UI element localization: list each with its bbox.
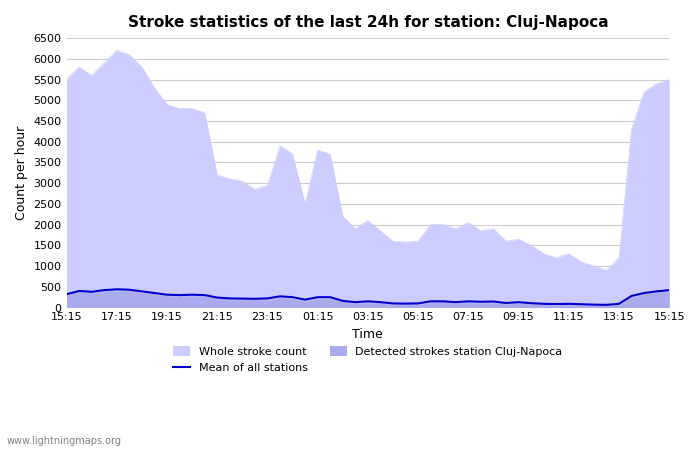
Title: Stroke statistics of the last 24h for station: Cluj-Napoca: Stroke statistics of the last 24h for st… <box>127 15 608 30</box>
Legend: Whole stroke count, Mean of all stations, Detected strokes station Cluj-Napoca: Whole stroke count, Mean of all stations… <box>169 342 567 378</box>
Text: www.lightningmaps.org: www.lightningmaps.org <box>7 436 122 446</box>
Y-axis label: Count per hour: Count per hour <box>15 126 28 220</box>
X-axis label: Time: Time <box>353 328 383 341</box>
